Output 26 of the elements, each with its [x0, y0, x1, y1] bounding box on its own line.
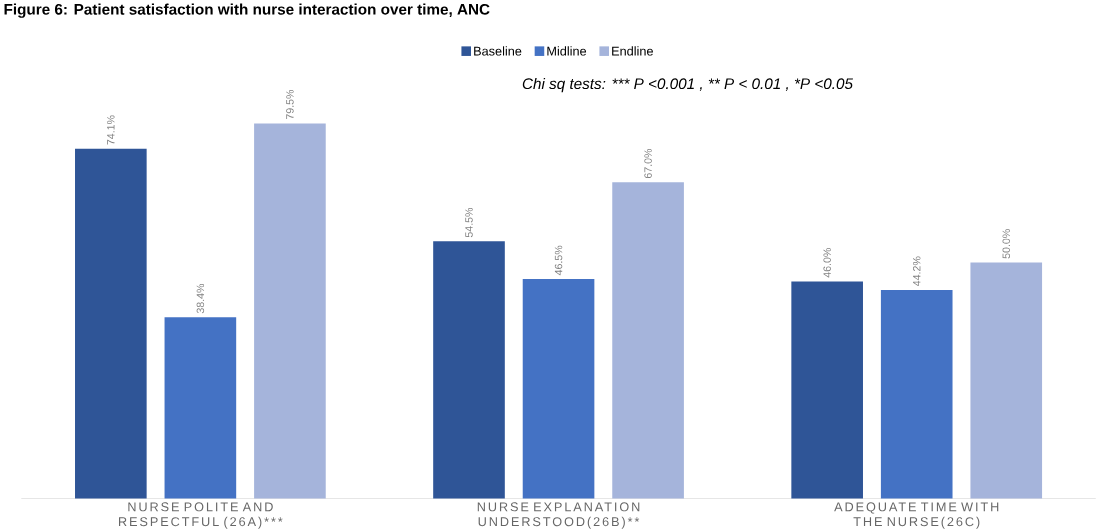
x-tick-label: NURSE POLITE AND RESPECTFUL (26A)***	[119, 502, 283, 529]
x-tick-label: NURSE EXPLANATION UNDERSTOOD(26B)**	[477, 502, 640, 529]
bar	[254, 123, 326, 499]
bar	[791, 281, 863, 499]
legend-label: Baseline	[474, 46, 522, 56]
bar	[75, 148, 147, 499]
data-label: 46.0%	[823, 247, 831, 278]
data-label: 50.0%	[1002, 229, 1010, 259]
data-label: 44.2%	[912, 256, 921, 286]
text: Chi sq tests: *** P <0.001 , ** P < 0.01 , *P <0.05	[522, 77, 853, 93]
bar	[164, 317, 237, 499]
bar	[880, 289, 953, 499]
legend-label: Endline	[612, 46, 653, 56]
bar	[970, 262, 1043, 499]
data-label: 74.1%	[107, 115, 115, 145]
data-label: 79.5%	[286, 89, 294, 119]
x-tick-label: ADEQUATE TIME WITH THE NURSE(26C)	[834, 502, 999, 529]
bar	[522, 279, 595, 499]
data-label: 46.5%	[554, 245, 563, 276]
data-label: 38.4%	[196, 283, 205, 314]
data-label: 54.5%	[465, 207, 473, 238]
legend-label: Midline	[547, 46, 587, 56]
bar	[612, 182, 684, 499]
data-label: 67.0%	[644, 148, 652, 178]
bar	[433, 241, 505, 499]
chart-title: Figure 6: Patient satisfaction with nurse interaction over time, ANC	[4, 3, 490, 18]
